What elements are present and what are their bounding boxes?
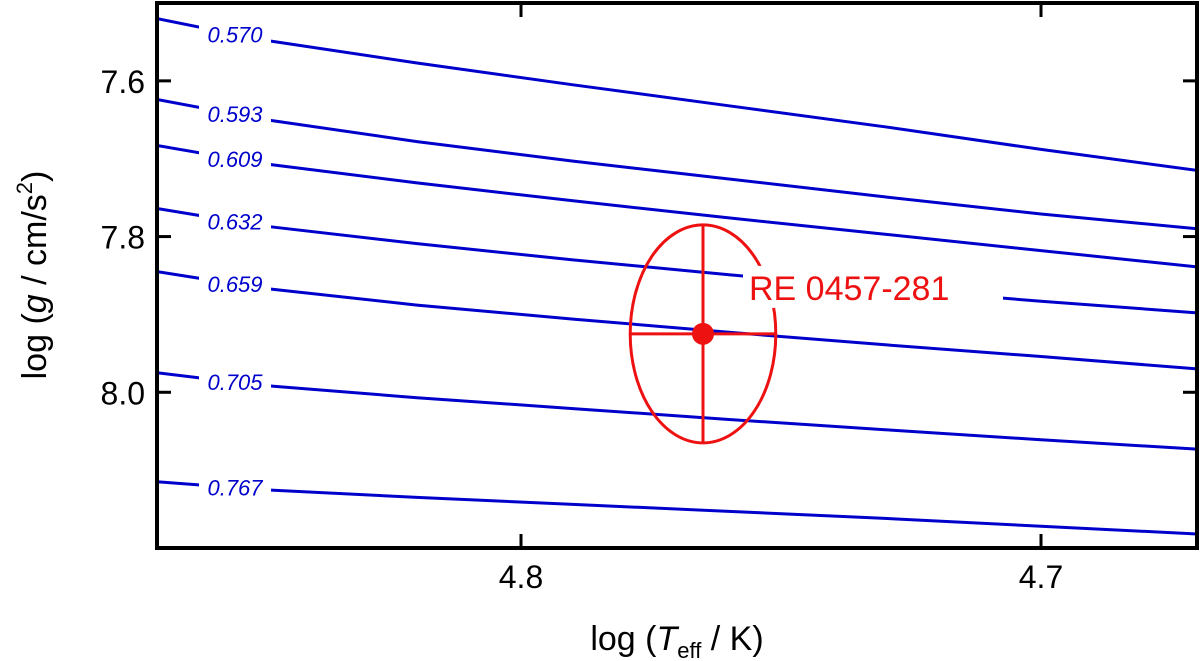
track-label-0.705: 0.705 <box>207 370 263 395</box>
y-tick-label: 7.6 <box>101 64 145 100</box>
star-label: RE 0457-281 <box>749 270 949 308</box>
track-line-0.705 <box>157 371 1197 451</box>
star-label-bg <box>743 265 1003 308</box>
y-tick-label: 7.8 <box>101 220 145 256</box>
track-label-bg <box>199 268 271 297</box>
cooling-tracks: 0.570 0.593 0.609 0.632 0.659 0.705 0.767 <box>157 17 1197 536</box>
track-label-0.632: 0.632 <box>207 209 262 234</box>
y-axis-label: log (g / cm/s2) <box>12 171 54 380</box>
track-line-0.659 <box>157 270 1197 371</box>
track-label-0.593: 0.593 <box>207 102 263 127</box>
track-label-bg <box>199 99 271 128</box>
track-line-0.609 <box>157 144 1197 269</box>
track-line-0.593 <box>157 98 1197 231</box>
track-line-0.570 <box>157 17 1197 172</box>
track-label-0.570: 0.570 <box>207 22 263 47</box>
star-point <box>692 322 714 345</box>
track-label-0.659: 0.659 <box>207 272 262 297</box>
track-label-bg <box>199 19 271 48</box>
y-tick-label: 8.0 <box>101 375 145 411</box>
track-label-0.609: 0.609 <box>207 147 262 172</box>
plot-frame <box>155 1 1199 550</box>
track-label-bg <box>199 143 271 172</box>
x-axis-label: log (Teff / K) <box>590 620 763 661</box>
track-label-bg <box>199 367 271 396</box>
track-label-bg <box>199 472 271 501</box>
track-label-0.767: 0.767 <box>207 476 263 501</box>
error-ellipse-group: RE 0457-281 <box>628 223 1003 445</box>
x-tick-label: 4.8 <box>499 559 543 595</box>
x-tick-label: 4.7 <box>1019 559 1063 595</box>
track-line-0.632 <box>157 207 1197 315</box>
track-line-0.767 <box>157 480 1197 536</box>
track-label-bg <box>199 206 271 235</box>
axis-ticks: 4.8 4.7 7.6 7.8 8.0 <box>101 3 1197 595</box>
